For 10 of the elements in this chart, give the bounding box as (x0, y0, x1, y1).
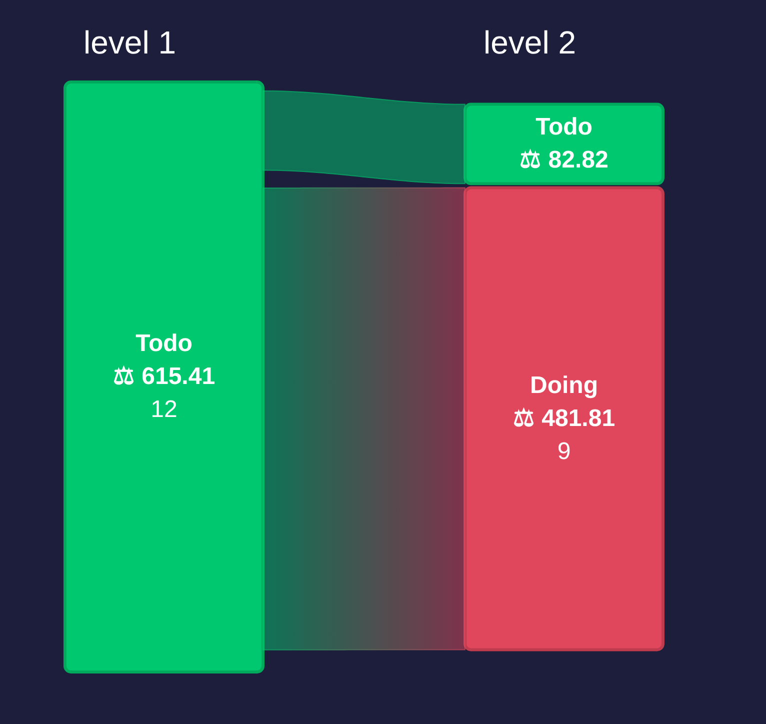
category-label: level 1 (84, 24, 176, 60)
text: 9 (557, 438, 571, 465)
series-label: Todo (536, 113, 592, 140)
data-label: ⚖ 481.81 (512, 404, 616, 432)
text: 12 (150, 396, 178, 423)
text: Todo (136, 330, 192, 357)
data-label: ⚖ 615.41 (112, 363, 216, 390)
data-label: ⚖ 82.82 (520, 146, 608, 174)
category-label: level 2 (484, 24, 576, 60)
series-label: Doing (530, 372, 598, 399)
